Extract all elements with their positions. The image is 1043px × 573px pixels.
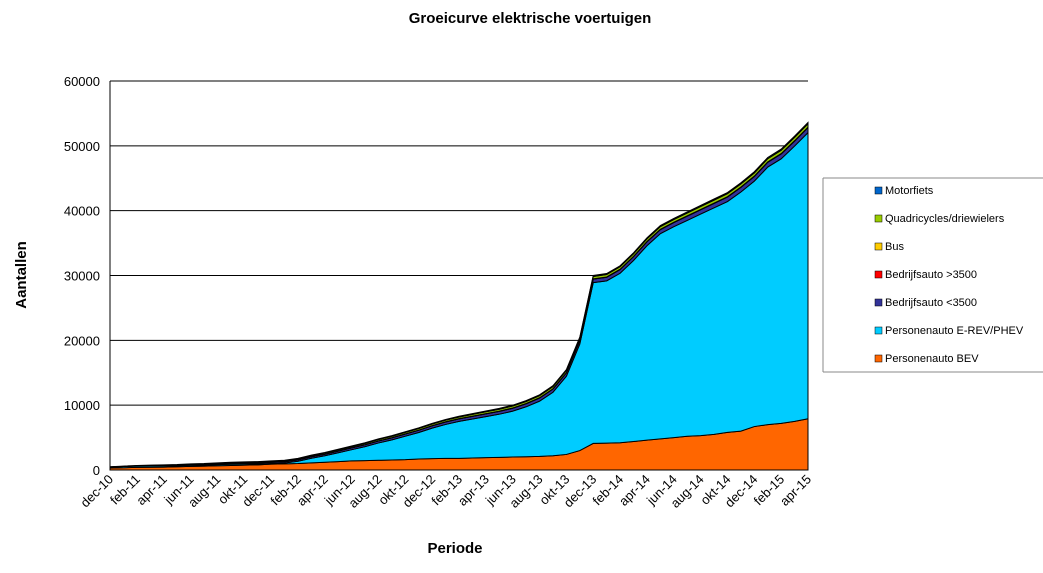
x-tick-label: apr-12 (294, 472, 331, 509)
x-tick-label: apr-15 (777, 472, 814, 509)
y-tick-label: 0 (93, 463, 100, 478)
legend-swatch (874, 270, 883, 279)
y-tick-label: 10000 (64, 398, 100, 413)
x-tick-label: apr-11 (133, 472, 170, 509)
legend-label: Bus (885, 241, 904, 253)
x-axis-title: Periode (427, 540, 482, 557)
y-tick-label: 20000 (64, 333, 100, 348)
y-tick-label: 30000 (64, 269, 100, 284)
x-tick-label: apr-14 (616, 472, 653, 509)
legend-frame (822, 177, 1043, 373)
y-tick-label: 50000 (64, 139, 100, 154)
legend-swatch (874, 298, 883, 307)
legend-label: Quadricycles/driewielers (885, 213, 1005, 225)
legend-label: Personenauto BEV (885, 353, 979, 365)
x-tick-label: apr-13 (455, 472, 492, 509)
legend-swatch (874, 354, 883, 363)
legend-swatch (874, 214, 883, 223)
legend-label: Motorfiets (885, 185, 934, 197)
legend-label: Bedrijfsauto <3500 (885, 297, 977, 309)
chart-title: Groeicurve elektrische voertuigen (409, 10, 652, 27)
y-axis-title: Aantallen (13, 241, 30, 309)
y-tick-label: 40000 (64, 204, 100, 219)
area (109, 121, 809, 468)
legend-swatch (874, 186, 883, 195)
legend-swatch (874, 326, 883, 335)
legend-label: Personenauto E-REV/PHEV (885, 325, 1024, 337)
legend-swatch (874, 242, 883, 251)
y-tick-label: 60000 (64, 74, 100, 89)
legend-label: Bedrijfsauto >3500 (885, 269, 977, 281)
